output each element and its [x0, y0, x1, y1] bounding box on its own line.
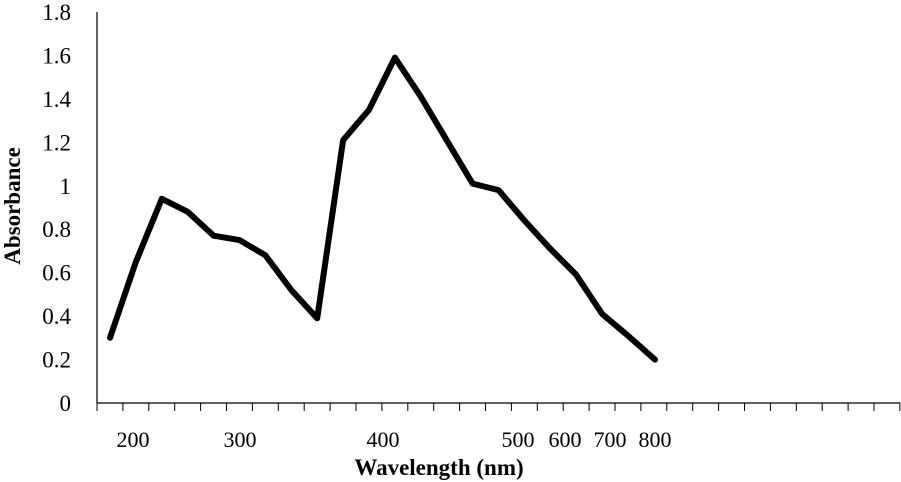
x-tick-label: 400: [367, 427, 400, 452]
x-tick-label: 300: [224, 427, 257, 452]
x-tick-label: 600: [549, 427, 582, 452]
y-axis-title: Absorbance: [0, 147, 25, 265]
x-axis-title: Wavelength (nm): [354, 455, 523, 480]
x-tick-label: 700: [594, 427, 627, 452]
x-tick-label: 500: [502, 427, 535, 452]
absorbance-series-line: [107, 54, 658, 363]
x-tick-label: 200: [117, 427, 150, 452]
x-axis-minor-ticks: [96, 403, 901, 411]
y-tick-label: 0.4: [42, 304, 71, 329]
y-tick-label: 1.2: [42, 130, 71, 155]
x-tick-label: 800: [639, 427, 672, 452]
x-axis-ticks: 200 300 400 500 600 700 800: [117, 427, 672, 452]
y-tick-label: 0.2: [42, 348, 71, 373]
y-tick-label: 1: [60, 174, 72, 199]
y-tick-label: 1.6: [42, 43, 71, 68]
y-tick-label: 1.8: [42, 0, 71, 25]
y-tick-label: 0.8: [42, 217, 71, 242]
y-tick-label: 1.4: [42, 87, 71, 112]
y-tick-label: 0: [60, 391, 72, 416]
y-tick-label: 0.6: [42, 261, 71, 286]
y-axis-ticks: 0 0.2 0.4 0.6 0.8 1 1.2 1.4 1.6 1.8: [42, 0, 71, 416]
